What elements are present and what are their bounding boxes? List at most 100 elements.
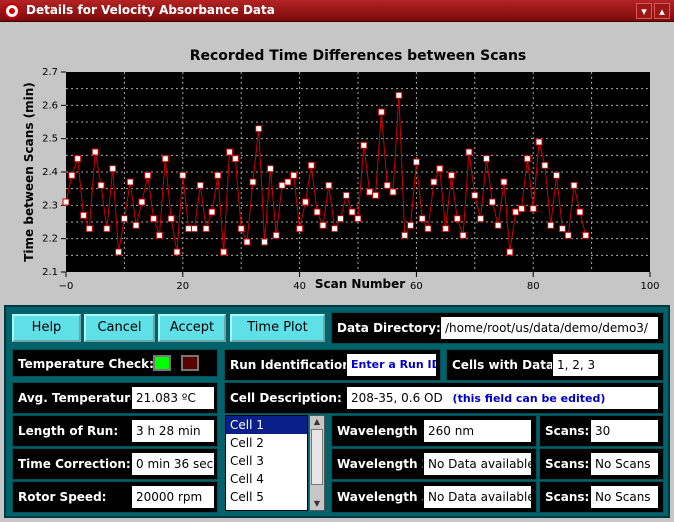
plot-area: Recorded Time Differences between Scans … — [0, 22, 674, 304]
data-point — [208, 208, 216, 216]
x-tick-label: 40 — [293, 281, 306, 292]
data-point — [494, 221, 502, 229]
data-point — [68, 171, 76, 179]
cancel-button[interactable]: Cancel — [84, 314, 155, 342]
time-correction-field[interactable]: 0 min 36 sec — [131, 452, 215, 476]
data-point — [564, 231, 572, 239]
chart-grid — [66, 72, 650, 272]
data-point — [395, 91, 403, 99]
data-point — [506, 248, 514, 256]
time-correction-label: Time Correction: — [13, 450, 131, 478]
temperature-fail-indicator — [181, 355, 199, 371]
cell-description-label: Cell Description: — [225, 384, 343, 412]
rotor-speed-label: Rotor Speed: — [13, 483, 131, 511]
cell-list-item[interactable]: Cell 5 — [230, 490, 264, 504]
data-point — [296, 225, 304, 233]
cell-list[interactable]: Cell 1 Cell 2 Cell 3 Cell 4 Cell 5 — [225, 415, 308, 511]
data-point — [190, 225, 198, 233]
data-point — [284, 178, 292, 186]
data-point — [442, 225, 450, 233]
data-point — [336, 215, 344, 223]
help-button[interactable]: Help — [12, 314, 81, 342]
data-point — [576, 208, 584, 216]
data-point — [401, 231, 409, 239]
cell-list-scrollbar[interactable]: ▲ ▼ — [309, 415, 325, 511]
data-point — [179, 171, 187, 179]
data-directory-field[interactable]: /home/root/us/data/demo/demo3/ — [440, 316, 659, 340]
data-point — [301, 198, 309, 206]
cell-description-field[interactable]: 208-35, 0.6 OD (this field can be edited… — [346, 386, 659, 410]
scrollbar-thumb[interactable] — [311, 429, 323, 485]
data-point — [109, 165, 117, 173]
data-point — [97, 181, 105, 189]
data-point — [342, 191, 350, 199]
data-point — [231, 155, 239, 163]
data-point — [220, 248, 228, 256]
window-titlebar: Details for Velocity Absorbance Data ▾ ▴ — [0, 0, 674, 22]
y-tick-label: 2.2 — [42, 234, 58, 245]
avg-temperature-label: Avg. Temperature: — [13, 384, 143, 412]
data-point — [430, 178, 438, 186]
data-point — [266, 165, 274, 173]
minimize-icon[interactable]: ▾ — [636, 3, 652, 19]
scroll-up-icon[interactable]: ▲ — [313, 417, 321, 426]
data-point — [226, 148, 234, 156]
x-tick-label: −0 — [59, 281, 74, 292]
run-id-field[interactable]: Enter a Run ID — [346, 353, 437, 377]
scans-2-field[interactable]: No Scans — [590, 452, 659, 476]
cells-with-data-field[interactable]: 1, 2, 3 — [552, 353, 659, 377]
data-point — [512, 208, 520, 216]
scans-3-field[interactable]: No Scans — [590, 485, 659, 509]
data-point — [290, 171, 298, 179]
data-point — [255, 125, 263, 133]
data-point — [424, 225, 432, 233]
y-tick-label: 2.5 — [42, 134, 58, 145]
data-point — [412, 158, 420, 166]
data-point — [91, 148, 99, 156]
y-tick-label: 2.1 — [42, 267, 58, 278]
data-point — [418, 215, 426, 223]
data-point — [62, 198, 70, 206]
time-plot-button[interactable]: Time Plot — [230, 314, 325, 342]
data-point — [465, 148, 473, 156]
data-point — [407, 221, 415, 229]
maximize-icon[interactable]: ▴ — [654, 3, 670, 19]
data-point — [249, 178, 257, 186]
scroll-down-icon[interactable]: ▼ — [313, 499, 321, 508]
x-tick-label: 20 — [176, 281, 189, 292]
cell-list-item[interactable]: Cell 3 — [230, 454, 264, 468]
length-of-run-field[interactable]: 3 h 28 min — [131, 419, 215, 443]
data-point — [453, 215, 461, 223]
data-point — [161, 155, 169, 163]
data-point — [278, 181, 286, 189]
data-point — [313, 208, 321, 216]
cell-list-item[interactable]: Cell 2 — [230, 436, 264, 450]
y-tick-label: 2.4 — [42, 167, 58, 178]
cell-list-item[interactable]: Cell 1 — [226, 416, 307, 434]
data-point — [138, 198, 146, 206]
length-of-run-label: Length of Run: — [13, 417, 131, 445]
data-point — [383, 181, 391, 189]
window-title: Details for Velocity Absorbance Data — [26, 3, 275, 17]
wavelength-2-field[interactable]: No Data available — [423, 452, 532, 476]
wavelength-3-label: Wavelength 3: — [332, 483, 435, 511]
data-point — [389, 188, 397, 196]
data-point — [150, 215, 158, 223]
data-directory-label: Data Directory: — [332, 314, 441, 342]
data-point — [366, 188, 374, 196]
wavelength-1-field[interactable]: 260 nm — [423, 419, 532, 443]
data-point — [243, 238, 251, 246]
data-point — [535, 138, 543, 146]
rotor-speed-field[interactable]: 20000 rpm — [131, 485, 215, 509]
wavelength-3-field[interactable]: No Data available — [423, 485, 532, 509]
data-point — [570, 181, 578, 189]
data-point — [348, 208, 356, 216]
data-point — [272, 231, 280, 239]
data-point — [132, 221, 140, 229]
avg-temperature-field[interactable]: 21.083 ºC — [131, 386, 215, 410]
accept-button[interactable]: Accept — [158, 314, 226, 342]
data-point — [144, 171, 152, 179]
scans-1-field[interactable]: 30 — [590, 419, 659, 443]
y-axis-label: Time between Scans (min) — [22, 82, 36, 262]
cell-list-item[interactable]: Cell 4 — [230, 472, 264, 486]
